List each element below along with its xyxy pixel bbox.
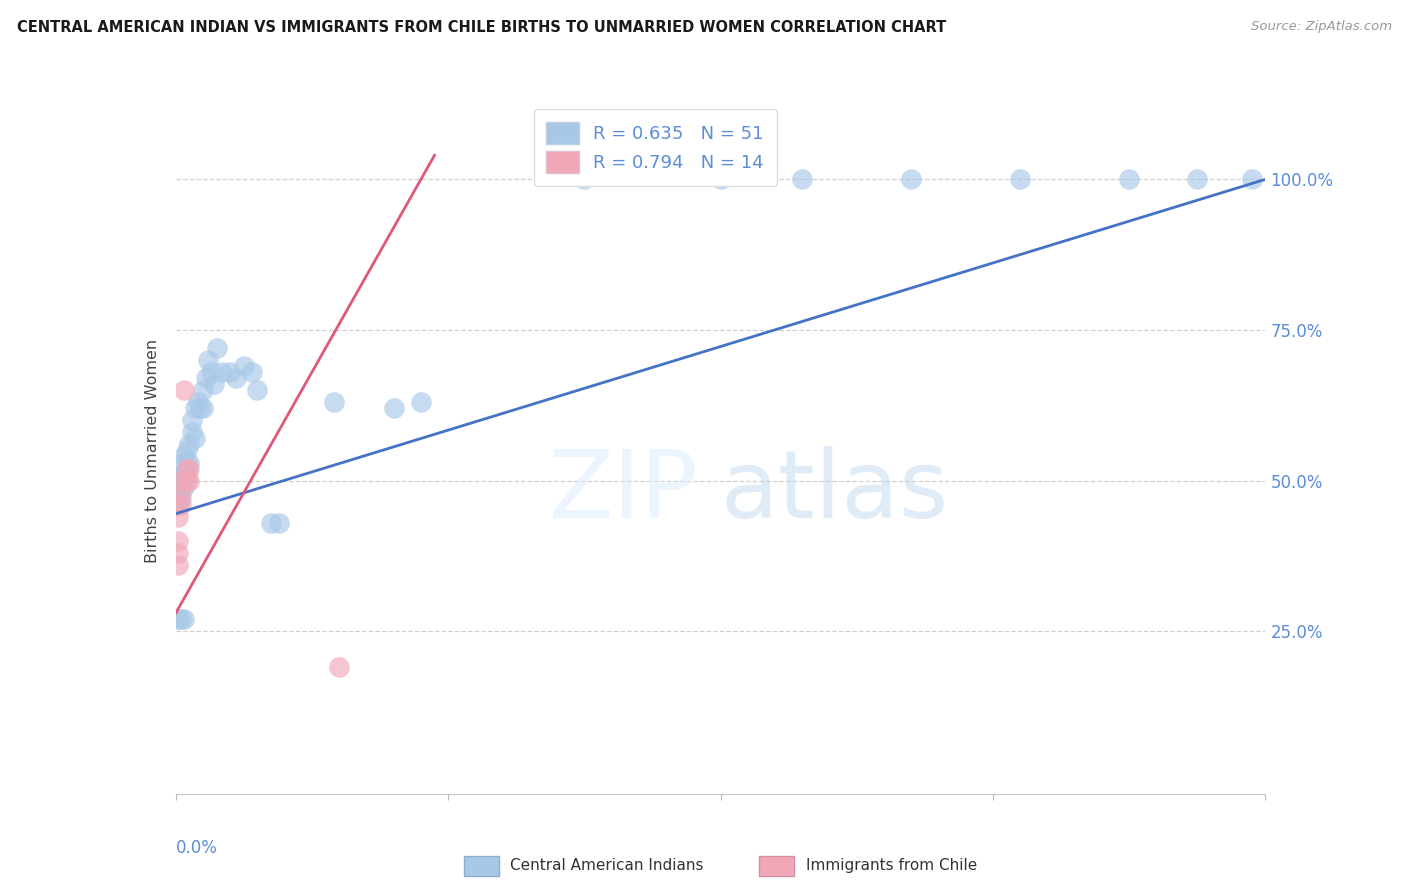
- Point: [179, 456, 201, 470]
- Point: [181, 425, 204, 440]
- Point: [173, 383, 195, 397]
- Point: [792, 172, 814, 186]
- Point: [197, 353, 219, 368]
- Point: [409, 395, 432, 409]
- Text: Immigrants from Chile: Immigrants from Chile: [806, 858, 977, 872]
- Point: [173, 480, 195, 494]
- Point: [191, 383, 214, 397]
- Text: atlas: atlas: [721, 446, 949, 538]
- Point: [240, 365, 263, 379]
- Point: [176, 443, 198, 458]
- Point: [176, 474, 198, 488]
- Point: [1010, 172, 1032, 186]
- Point: [176, 456, 198, 470]
- Point: [170, 467, 193, 482]
- Point: [173, 467, 195, 482]
- Legend: R = 0.635   N = 51, R = 0.794   N = 14: R = 0.635 N = 51, R = 0.794 N = 14: [534, 109, 776, 186]
- Point: [170, 498, 193, 512]
- Point: [1118, 172, 1140, 186]
- Point: [173, 450, 195, 464]
- Point: [167, 467, 190, 482]
- Point: [167, 612, 190, 626]
- Point: [170, 612, 193, 626]
- Point: [1187, 172, 1209, 186]
- Point: [184, 401, 207, 416]
- Point: [167, 491, 190, 506]
- Point: [167, 533, 190, 548]
- Point: [574, 172, 596, 186]
- Point: [170, 474, 193, 488]
- Point: [269, 516, 291, 530]
- Text: Central American Indians: Central American Indians: [510, 858, 704, 872]
- Point: [176, 467, 198, 482]
- Point: [211, 365, 233, 379]
- Point: [225, 371, 247, 385]
- Text: Source: ZipAtlas.com: Source: ZipAtlas.com: [1251, 20, 1392, 33]
- Point: [167, 480, 190, 494]
- Point: [232, 359, 254, 373]
- Point: [167, 498, 190, 512]
- Point: [191, 401, 214, 416]
- Point: [173, 612, 195, 626]
- Point: [205, 341, 228, 355]
- Point: [200, 365, 222, 379]
- Text: ZIP: ZIP: [550, 446, 699, 538]
- Point: [170, 491, 193, 506]
- Point: [194, 371, 217, 385]
- Point: [176, 461, 198, 475]
- Point: [167, 558, 190, 572]
- Point: [167, 509, 190, 524]
- Point: [167, 546, 190, 560]
- Point: [186, 395, 209, 409]
- Point: [202, 377, 225, 392]
- Point: [260, 516, 283, 530]
- Point: [170, 456, 193, 470]
- Point: [900, 172, 922, 186]
- Point: [170, 485, 193, 500]
- Point: [170, 480, 193, 494]
- Point: [246, 383, 269, 397]
- Point: [179, 437, 201, 451]
- Point: [710, 172, 733, 186]
- Point: [328, 660, 350, 674]
- Point: [184, 431, 207, 445]
- Point: [188, 401, 211, 416]
- Text: 0.0%: 0.0%: [176, 838, 218, 856]
- Y-axis label: Births to Unmarried Women: Births to Unmarried Women: [145, 338, 160, 563]
- Point: [322, 395, 344, 409]
- Point: [181, 413, 204, 427]
- Point: [382, 401, 405, 416]
- Point: [167, 498, 190, 512]
- Point: [179, 461, 201, 475]
- Point: [219, 365, 242, 379]
- Point: [1240, 172, 1263, 186]
- Text: CENTRAL AMERICAN INDIAN VS IMMIGRANTS FROM CHILE BIRTHS TO UNMARRIED WOMEN CORRE: CENTRAL AMERICAN INDIAN VS IMMIGRANTS FR…: [17, 20, 946, 35]
- Point: [179, 474, 201, 488]
